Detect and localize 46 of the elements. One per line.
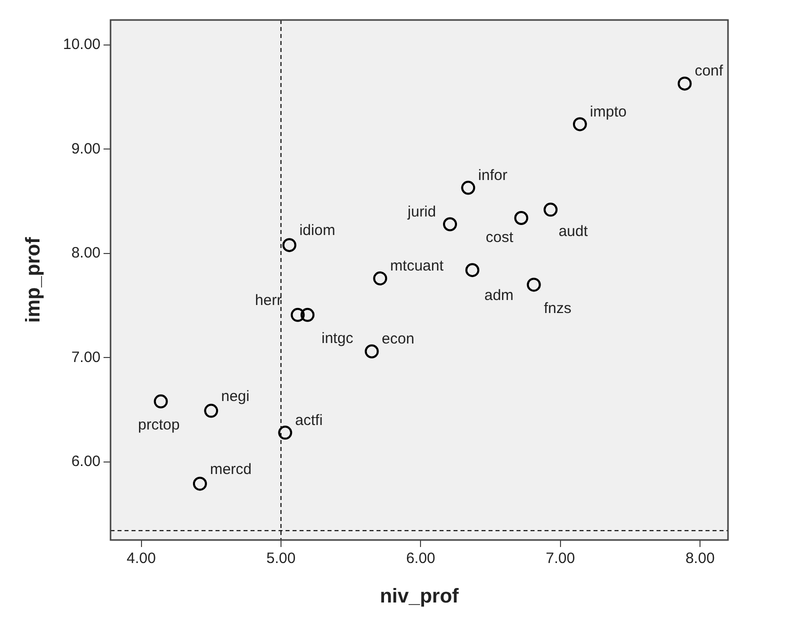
- point: [373, 271, 388, 286]
- series-label: actfi: [295, 412, 323, 429]
- x-axis-title: niv_prof: [380, 586, 460, 608]
- series-label: adm: [484, 287, 514, 304]
- point: [300, 308, 315, 322]
- point: [678, 76, 692, 91]
- point: [465, 263, 480, 278]
- point: [526, 278, 541, 292]
- x-tick-label: 8.00: [685, 550, 715, 568]
- series-label: econ: [382, 330, 414, 348]
- series-label: negi: [221, 388, 250, 405]
- y-tick-label: 9.00: [71, 140, 101, 158]
- series-label: jurid: [406, 203, 436, 220]
- y-tick-label: 7.00: [71, 348, 101, 366]
- point: [514, 210, 528, 225]
- series-label: cost: [486, 229, 514, 246]
- series-label: mercd: [210, 460, 252, 478]
- point: [192, 476, 207, 491]
- point: [443, 217, 457, 232]
- series-label: prctop: [138, 416, 180, 434]
- series-label: impto: [590, 103, 627, 120]
- series-label: audt: [558, 222, 589, 240]
- series-label: herr: [255, 292, 282, 310]
- point: [204, 404, 218, 418]
- point: [544, 202, 558, 217]
- y-axis-title: imp_prof: [22, 236, 45, 323]
- y-tick-label: 8.00: [71, 244, 101, 262]
- series-label: infor: [478, 166, 508, 184]
- point: [154, 394, 168, 408]
- series-label: idiom: [299, 222, 336, 240]
- series-label: intgc: [322, 330, 354, 348]
- point: [290, 308, 305, 322]
- x-tick-label: 5.00: [266, 550, 296, 568]
- series-label: mtcuant: [390, 258, 444, 275]
- y-tick-label: 10.00: [62, 36, 101, 54]
- point: [461, 180, 476, 195]
- y-tick-label: 6.00: [71, 452, 101, 470]
- x-tick-label: 6.00: [406, 550, 436, 568]
- series-label: fnzs: [544, 300, 572, 317]
- point: [282, 238, 296, 252]
- point: [572, 117, 587, 132]
- series-label: conf: [694, 62, 724, 80]
- point: [364, 344, 379, 358]
- x-tick-label: 7.00: [546, 550, 575, 568]
- point: [278, 426, 292, 440]
- x-tick-label: 4.00: [126, 550, 156, 568]
